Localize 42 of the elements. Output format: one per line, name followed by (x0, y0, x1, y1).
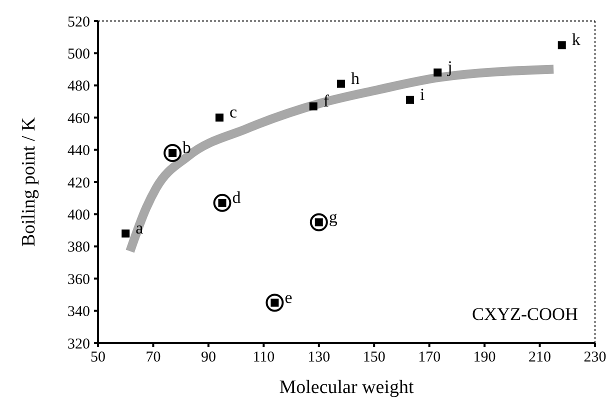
point (406, 96, 414, 104)
annotation: c (229, 102, 238, 122)
y-tick-label: 520 (68, 14, 90, 30)
y-axis-title: Boiling point / K (18, 117, 40, 247)
x-tick-label: 70 (146, 350, 161, 366)
x-axis-title: Molecular weight (279, 377, 414, 398)
point (558, 41, 566, 50)
x-tick-label: 210 (528, 350, 552, 366)
x-tick-label: 170 (418, 350, 441, 366)
annotation: e (284, 288, 292, 307)
annotation: f (323, 91, 330, 110)
annotation: i (420, 84, 426, 104)
x-tick-label: 50 (90, 350, 106, 366)
y-tick-label: 480 (68, 78, 90, 95)
y-tick-label: 460 (68, 110, 90, 127)
annotation: h (350, 68, 360, 88)
x-tick-label: 190 (473, 350, 496, 366)
y-tick-label: 420 (68, 175, 90, 192)
point (336, 80, 345, 88)
x-tick-label: 130 (308, 350, 330, 366)
x-tick-label: 90 (200, 350, 216, 366)
point (309, 102, 318, 110)
annotation: k (572, 30, 581, 50)
y-tick-label: 360 (68, 272, 90, 288)
annotation: a (136, 218, 144, 238)
point (122, 230, 130, 238)
annotation: d (232, 188, 242, 207)
x-tick-label: 230 (584, 350, 606, 366)
y-tick-label: 320 (68, 336, 90, 352)
y-tick-label: 380 (68, 240, 90, 256)
x-tick-label: 110 (252, 350, 275, 366)
y-tick-label: 500 (68, 46, 90, 63)
x-tick-label: 150 (362, 350, 386, 366)
y-tick-label: 440 (68, 143, 90, 160)
point (215, 114, 224, 122)
annotation: b (182, 138, 192, 158)
y-tick-label: 400 (68, 208, 90, 224)
annotation: CXYZ-COOH (472, 304, 578, 325)
point (434, 68, 442, 77)
y-tick-label: 340 (68, 304, 90, 320)
annotation: g (328, 207, 338, 226)
annotation: j (446, 58, 452, 77)
